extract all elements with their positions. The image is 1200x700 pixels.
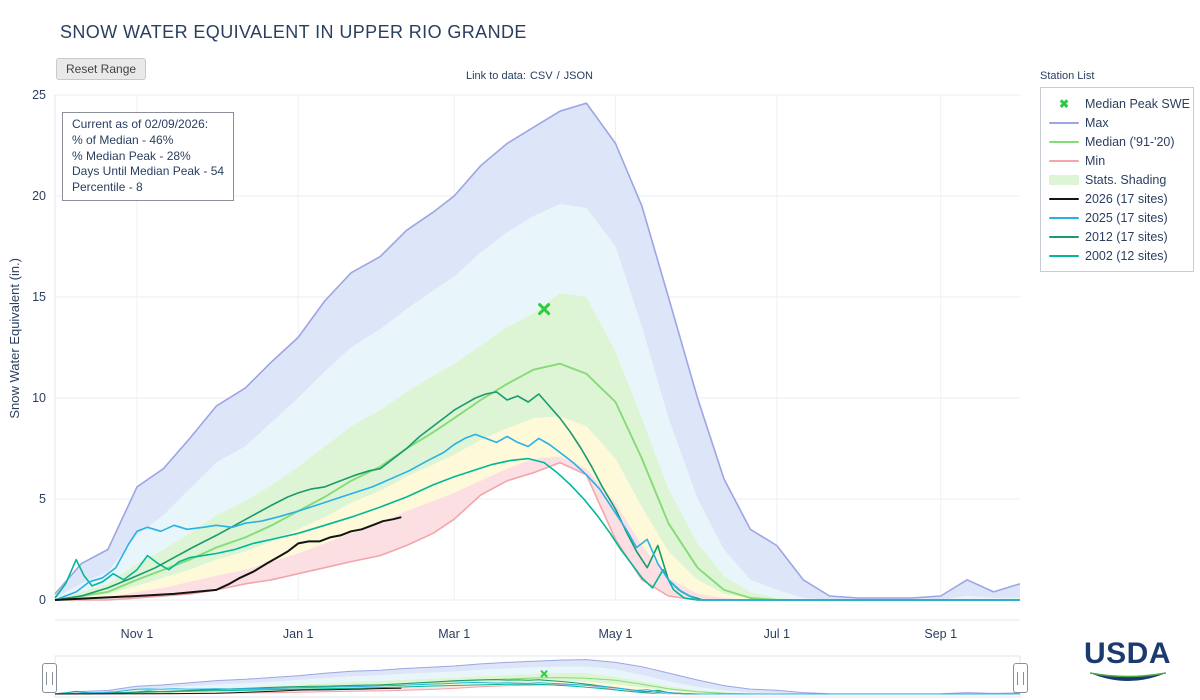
median-line-icon xyxy=(1049,140,1079,143)
info-line: Percentile - 8 xyxy=(72,180,143,195)
svg-text:May 1: May 1 xyxy=(598,627,632,641)
data-link-row: Link to data: CSV / JSON xyxy=(466,70,593,82)
min-line-icon xyxy=(1049,159,1079,162)
legend-item-max[interactable]: Max xyxy=(1049,113,1187,132)
max-line-icon xyxy=(1049,121,1079,124)
legend-label: 2025 (17 sites) xyxy=(1085,210,1168,225)
svg-text:10: 10 xyxy=(32,391,46,405)
shading-band-icon xyxy=(1049,174,1079,185)
current-stats-box: Current as of 02/09/2026: % of Median - … xyxy=(62,112,235,201)
year-2026-line-icon xyxy=(1049,197,1079,200)
legend-label: Median Peak SWE xyxy=(1085,96,1190,111)
svg-text:25: 25 xyxy=(32,88,46,102)
grip-icon xyxy=(46,671,53,685)
year-2002-line-icon xyxy=(1049,254,1079,257)
legend-item-median-peak-swe[interactable]: ✖ Median Peak SWE xyxy=(1049,94,1190,113)
page-title: SNOW WATER EQUIVALENT IN UPPER RIO GRAND… xyxy=(60,22,527,42)
json-link[interactable]: JSON xyxy=(563,70,593,82)
legend-item-2026[interactable]: 2026 (17 sites) xyxy=(1049,189,1187,208)
swe-main-chart[interactable]: 0 5 10 15 20 25 Nov 1 Jan 1 Mar 1 May 1 Jul 1 Sep 1 xyxy=(0,85,1035,660)
grip-icon xyxy=(1017,671,1024,685)
svg-text:Sep 1: Sep 1 xyxy=(924,627,957,641)
usda-wordmark: USDA xyxy=(1084,637,1172,670)
legend-item-2025[interactable]: 2025 (17 sites) xyxy=(1049,208,1187,227)
svg-text:Mar 1: Mar 1 xyxy=(438,627,470,641)
data-link-label: Link to data: xyxy=(466,70,526,82)
legend-label: 2002 (12 sites) xyxy=(1085,248,1168,263)
year-2012-line-icon xyxy=(1049,235,1079,238)
usda-logo: USDA xyxy=(1084,638,1171,691)
reset-range-button[interactable]: Reset Range xyxy=(56,58,147,80)
year-2025-line-icon xyxy=(1049,216,1079,219)
legend-label: Min xyxy=(1085,153,1106,168)
range-slider-handle-left[interactable] xyxy=(42,663,57,693)
svg-text:20: 20 xyxy=(32,189,46,203)
range-slider-handle-right[interactable] xyxy=(1013,663,1028,693)
svg-text:Nov 1: Nov 1 xyxy=(121,627,154,641)
station-list-link[interactable]: Station List xyxy=(1040,70,1095,82)
info-line: % of Median - 46% xyxy=(72,132,174,147)
legend-label: Median ('91-'20) xyxy=(1085,134,1175,149)
info-line: Days Until Median Peak - 54 xyxy=(72,164,225,179)
csv-link[interactable]: CSV xyxy=(529,70,553,82)
legend-item-2002[interactable]: 2002 (12 sites) xyxy=(1049,246,1187,265)
svg-text:Jul 1: Jul 1 xyxy=(764,627,790,641)
legend-item-min[interactable]: Min xyxy=(1049,151,1187,170)
info-line: Current as of 02/09/2026: xyxy=(72,117,209,131)
legend-label: Max xyxy=(1085,115,1109,130)
median-peak-marker-icon: ✖ xyxy=(1058,96,1070,111)
legend: ✖ Median Peak SWE Max Median ('91-'20) M… xyxy=(1040,87,1194,272)
legend-label: 2026 (17 sites) xyxy=(1085,191,1168,206)
legend-item-2012[interactable]: 2012 (17 sites) xyxy=(1049,227,1187,246)
svg-text:5: 5 xyxy=(39,492,46,506)
svg-text:15: 15 xyxy=(32,290,46,304)
legend-label: 2012 (17 sites) xyxy=(1085,229,1168,244)
legend-label: Stats. Shading xyxy=(1085,172,1167,187)
usda-swoosh-icon xyxy=(1089,672,1166,681)
svg-text:Jan 1: Jan 1 xyxy=(283,627,314,641)
svg-text:0: 0 xyxy=(39,593,46,607)
range-slider-chart[interactable] xyxy=(0,653,1035,699)
legend-item-median[interactable]: Median ('91-'20) xyxy=(1049,132,1187,151)
info-line: % Median Peak - 28% xyxy=(72,148,191,163)
legend-item-stats-shading[interactable]: Stats. Shading xyxy=(1049,170,1187,189)
link-separator: / xyxy=(556,70,560,82)
